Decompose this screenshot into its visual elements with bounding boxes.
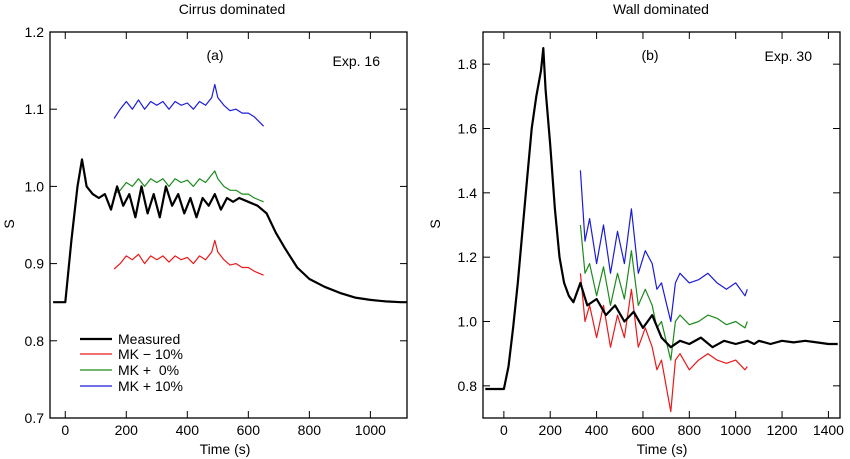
panel-b-series-mk-10- [579,170,748,323]
panel-a-ylabel: S [1,219,17,228]
panel-b-xtick-label: 600 [631,422,655,438]
legend-entry-0: Measured [118,331,180,347]
panel-a-series-mk-0- [113,170,264,203]
panel-a-label: (a) [206,47,223,63]
panel-a-ytick-label: 0.8 [25,333,45,349]
panel-a-ytick-label: 1.2 [25,24,45,40]
panel-b-ytick-label: 1.6 [458,121,478,137]
panel-a-series-mk-10- [113,83,265,127]
panel-a-ytick-label: 1.1 [25,101,45,117]
legend: Measured MK − 10% MK + 0% MK + 10% [80,331,183,394]
legend-entry-3: MK + 10% [118,378,183,394]
panel-b-xtick-label: 1000 [720,422,751,438]
panel-b-ytick-label: 1.8 [458,56,478,72]
panel-b-xtick-label: 1200 [766,422,797,438]
panel-a-xtick-label: 200 [115,422,139,438]
panel-b-ytick-label: 1.0 [458,314,478,330]
panel-b-title: Wall dominated [613,1,709,17]
panel-a-xlabel: Time (s) [200,441,251,457]
panel-a-series-mk-10- [113,239,264,276]
panel-b: Wall dominated 0 200 400 600 800 1000 1200 1400… [427,1,844,457]
panel-b-xtick-label: 1400 [813,422,844,438]
panel-b-annotation: Exp. 30 [765,48,813,64]
panel-a-series-measured [53,158,407,304]
panel-b-xlabel: Time (s) [637,441,688,457]
panel-a-xtick-label: 1000 [355,422,386,438]
panel-a-ytick-label: 0.7 [25,410,45,426]
panel-b-ytick-label: 0.8 [458,378,478,394]
panel-a-annotation: Exp. 16 [333,53,381,69]
panel-a-frame [49,31,408,419]
panel-a-ytick-label: 0.9 [25,256,45,272]
panel-a-xtick-label: 600 [237,422,261,438]
panel-a-title: Cirrus dominated [179,1,286,17]
legend-entry-2: MK + 0% [118,362,179,378]
panel-a-ytick-label: 1.0 [25,178,45,194]
panel-a-xtick-label: 400 [176,422,200,438]
panel-b-xtick-label: 0 [500,422,508,438]
panel-b-xtick-label: 400 [585,422,609,438]
panel-a-xtick-label: 800 [298,422,322,438]
panel-b-frame [482,31,841,419]
panel-b-label: (b) [641,47,658,63]
panel-a: Cirrus dominated 0 200 400 600 800 1000 0.7 0.8… [1,1,408,457]
panel-b-xtick-label: 200 [539,422,563,438]
panel-a-xtick-label: 0 [61,422,69,438]
panel-b-series-measured [485,46,838,391]
panel-b-ytick-label: 1.2 [458,249,478,265]
panel-b-ylabel: S [427,219,443,228]
legend-entry-1: MK − 10% [118,346,183,362]
panel-b-ytick-label: 1.4 [458,185,478,201]
panel-b-xtick-label: 800 [678,422,702,438]
panel-b-series-mk-0- [579,224,748,361]
